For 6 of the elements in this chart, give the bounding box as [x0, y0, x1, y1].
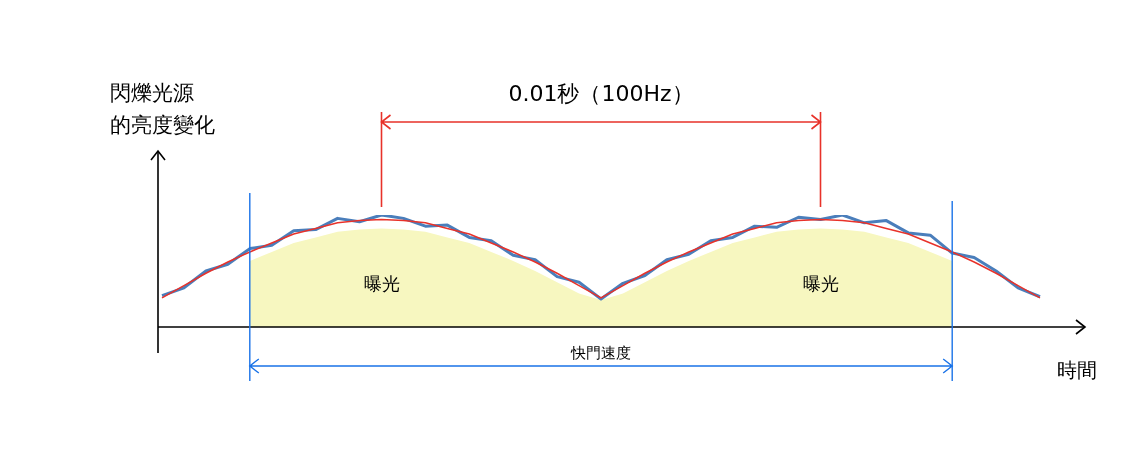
annotation: 曝光 — [802, 273, 839, 294]
x-axis-title: 時間 — [1057, 358, 1097, 382]
text: 0.01秒（100Hz） — [508, 81, 694, 106]
y-axis-title: 閃爍光源的亮度變化 — [110, 81, 215, 137]
annotation: 曝光 — [363, 273, 400, 294]
text: 快門速度 — [570, 344, 631, 362]
